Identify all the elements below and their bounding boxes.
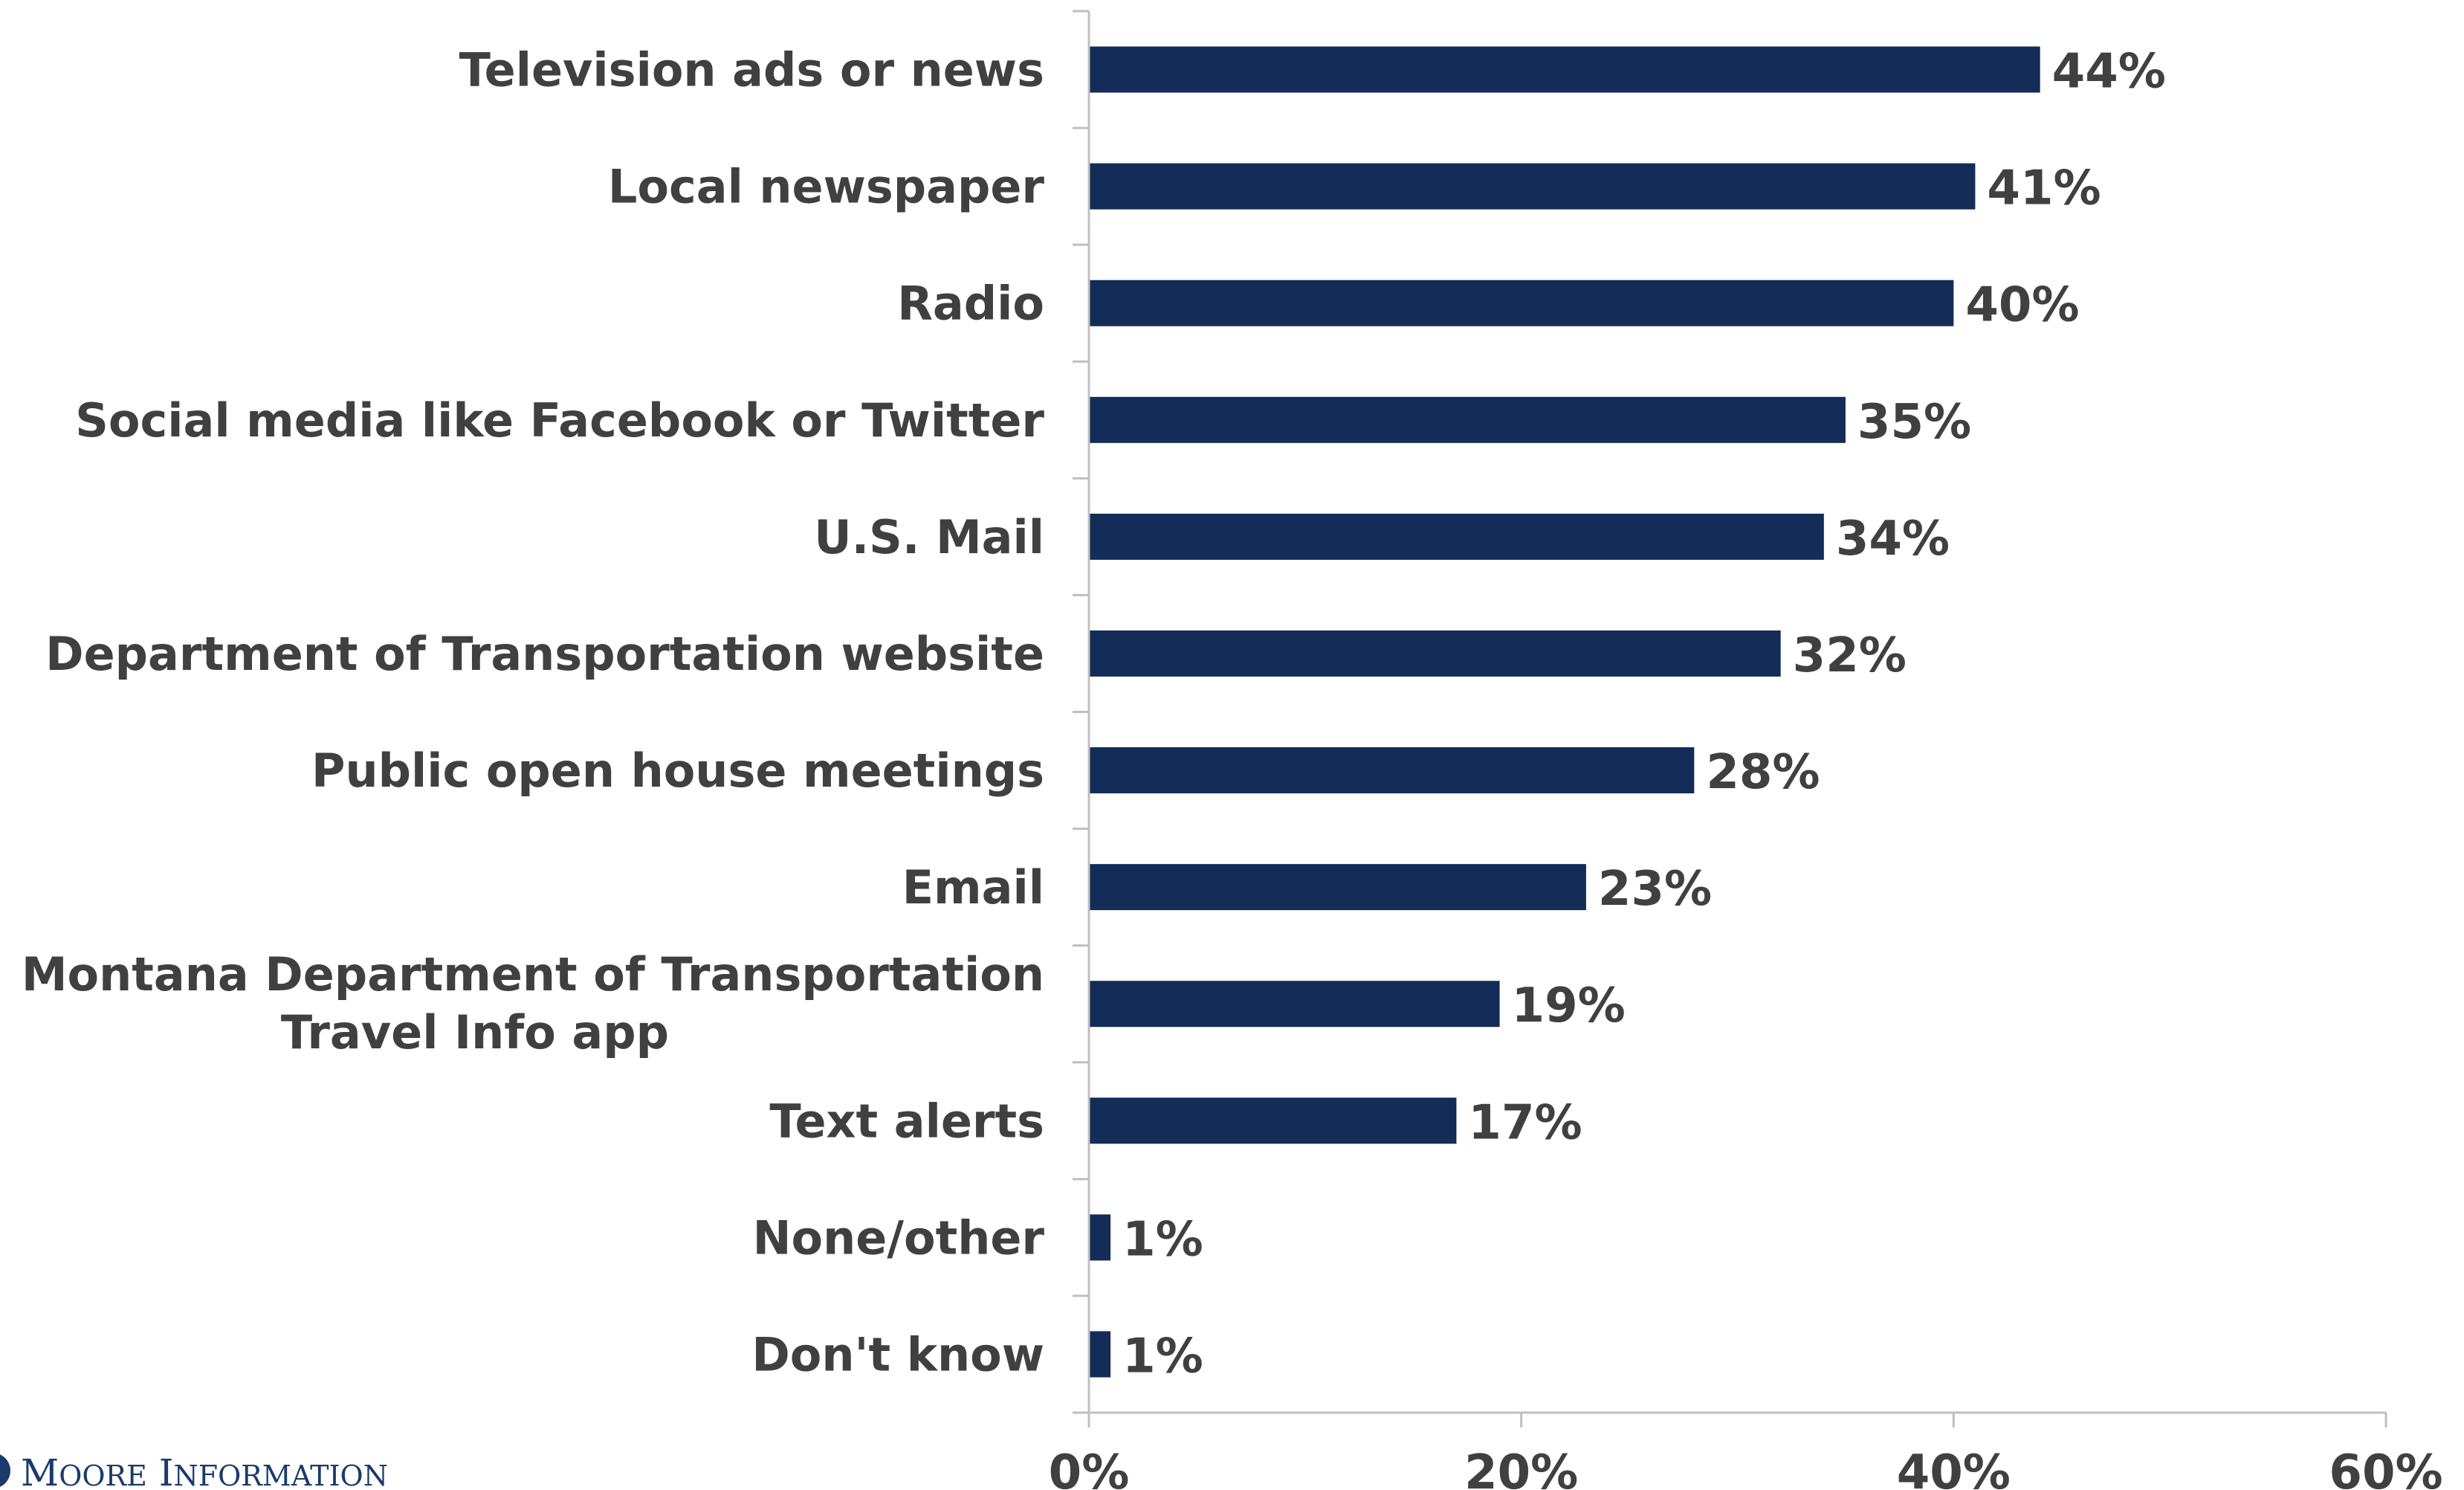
bar [1089,1331,1111,1378]
bar [1089,747,1695,794]
bar [1089,280,1954,326]
data-label: 41% [1987,161,2101,216]
logo: MOORE INFORMATION [0,1451,388,1490]
category-label: Local newspaper [608,160,1045,214]
axes-group: 0% 20% 40% 60% [1049,10,2443,1490]
category-label: Don't know [751,1327,1044,1381]
bar [1089,396,1846,443]
data-label: 1% [1122,1212,1203,1267]
bar [1089,513,1824,560]
category-label: Email [902,860,1044,915]
category-labels-group: Television ads or news Local newspaper Rad… [22,43,1045,1382]
category-label: Radio [897,277,1044,331]
data-label: 40% [1965,278,2079,333]
x-tick-label: 0% [1049,1445,1130,1490]
category-label: Montana Department of Transportation Trav… [22,947,1044,1060]
bar [1089,46,2040,93]
bar [1089,630,1781,677]
category-label: Social media like Facebook or Twitter [75,393,1044,448]
data-label: 35% [1857,395,1971,450]
bar [1089,1097,1457,1144]
bar [1089,864,1586,911]
logo-emblem-icon [0,1454,10,1487]
x-tick-label: 60% [2329,1445,2442,1490]
x-tick-label: 40% [1897,1445,2011,1490]
bar [1089,1214,1111,1261]
data-label: 32% [1793,628,1907,683]
category-label: Public open house meetings [311,744,1044,798]
bar [1089,981,1500,1028]
category-label: Television ads or news [459,43,1044,97]
bar [1089,163,1976,210]
value-labels-group: 44% 41% 40% 35% 34% 32% 28% 23% 19% 17% 1% 1% [1122,45,2166,1384]
category-label: Department of Transportation website [45,627,1044,681]
data-label: 28% [1706,745,1820,800]
bars-group [1089,46,2040,1378]
data-label: 19% [1512,978,1626,1033]
category-label: Text alerts [769,1094,1044,1148]
x-tick-label: 20% [1464,1445,1578,1490]
data-label: 23% [1598,862,1712,917]
data-label: 44% [2052,45,2166,100]
category-label: U.S. Mail [814,510,1044,564]
logo-text: MOORE INFORMATION [21,1451,388,1490]
data-label: 34% [1836,512,1950,567]
category-label: None/other [753,1210,1045,1265]
data-label: 17% [1468,1095,1582,1150]
data-label: 1% [1122,1329,1203,1384]
